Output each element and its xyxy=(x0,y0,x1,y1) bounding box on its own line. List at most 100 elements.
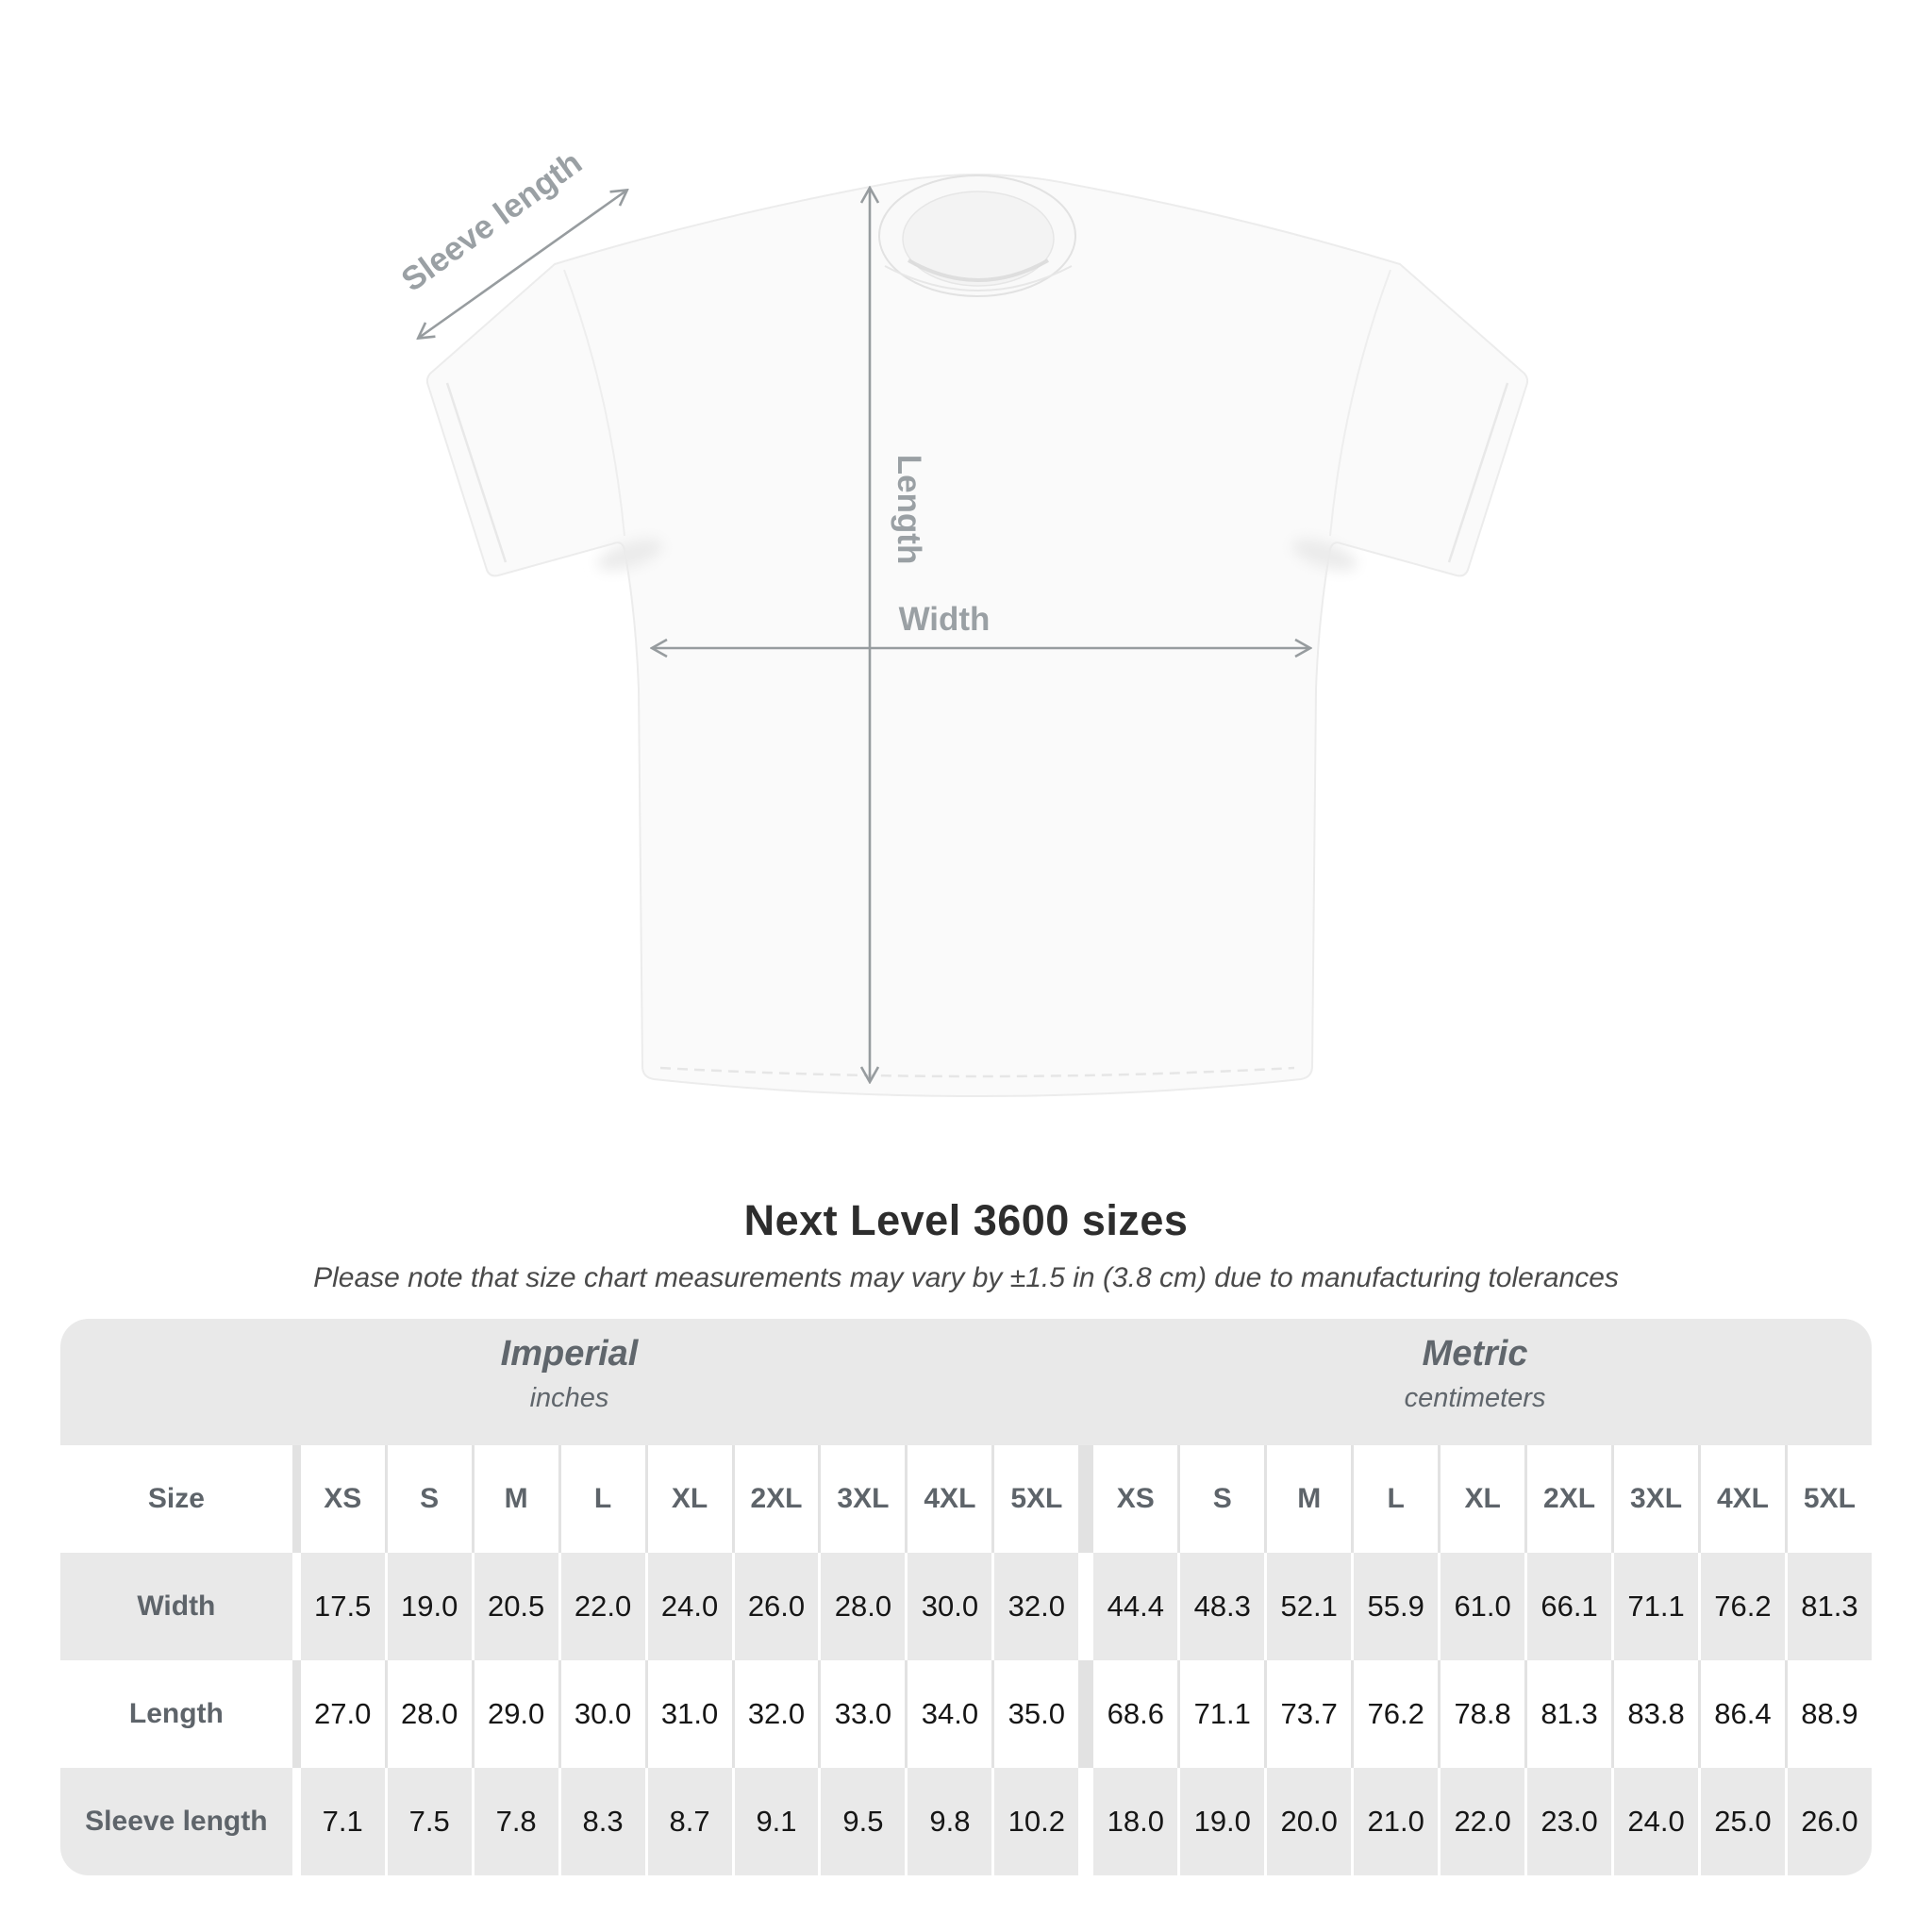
value-cell: 9.8 xyxy=(908,1768,992,1875)
width-label: Width xyxy=(899,601,991,638)
value-cell: 28.0 xyxy=(387,1660,472,1768)
value-cell: 76.2 xyxy=(1701,1553,1785,1660)
value-cell: 9.5 xyxy=(821,1768,906,1875)
metric-section-header: Metric centimeters xyxy=(1078,1319,1872,1445)
value-cell: 9.1 xyxy=(734,1768,819,1875)
value-cell: 20.5 xyxy=(474,1553,558,1660)
size-col-header: 5XL xyxy=(994,1445,1079,1553)
value-cell: 35.0 xyxy=(994,1660,1079,1768)
value-cell: 8.7 xyxy=(647,1768,732,1875)
sleeve-row-label: Sleeve length xyxy=(60,1768,292,1875)
value-cell: 24.0 xyxy=(1614,1768,1698,1875)
length-row: Length 27.0 28.0 29.0 30.0 31.0 32.0 33.… xyxy=(60,1660,1872,1768)
value-cell: 33.0 xyxy=(821,1660,906,1768)
value-cell: 19.0 xyxy=(387,1553,472,1660)
value-cell: 31.0 xyxy=(647,1660,732,1768)
metric-unit: centimeters xyxy=(1404,1383,1546,1413)
value-cell: 22.0 xyxy=(560,1553,645,1660)
value-cell: 27.0 xyxy=(300,1660,385,1768)
value-cell: 28.0 xyxy=(821,1553,906,1660)
value-cell: 48.3 xyxy=(1180,1553,1265,1660)
hem-stitch xyxy=(659,1066,1295,1078)
value-cell: 88.9 xyxy=(1787,1660,1872,1768)
size-col-header: S xyxy=(387,1445,472,1553)
right-sleeve-seam xyxy=(1329,269,1391,537)
width-row: Width 17.5 19.0 20.5 22.0 24.0 26.0 28.0… xyxy=(60,1553,1872,1660)
value-cell: 21.0 xyxy=(1354,1768,1439,1875)
tshirt-diagram: Sleeve length Length Width xyxy=(395,144,1529,1097)
size-col-header: 3XL xyxy=(1614,1445,1698,1553)
size-col-header: M xyxy=(474,1445,558,1553)
sleeve-length-arrow xyxy=(419,191,626,338)
value-cell: 81.3 xyxy=(1787,1553,1872,1660)
length-row-label: Length xyxy=(60,1660,292,1768)
value-cell: 73.7 xyxy=(1267,1660,1352,1768)
value-cell: 29.0 xyxy=(474,1660,558,1768)
size-col-header: 3XL xyxy=(821,1445,906,1553)
value-cell: 71.1 xyxy=(1614,1553,1698,1660)
value-cell: 86.4 xyxy=(1701,1660,1785,1768)
size-col-header: 2XL xyxy=(1527,1445,1612,1553)
value-cell: 10.2 xyxy=(994,1768,1079,1875)
size-col-header: XS xyxy=(300,1445,385,1553)
unit-header-band: Imperial inches Metric centimeters xyxy=(60,1319,1872,1445)
value-cell: 7.1 xyxy=(300,1768,385,1875)
value-cell: 20.0 xyxy=(1267,1768,1352,1875)
value-cell: 19.0 xyxy=(1180,1768,1265,1875)
left-cuff-stitch xyxy=(445,382,508,563)
size-row-label: Size xyxy=(60,1445,292,1553)
size-col-header: 4XL xyxy=(908,1445,992,1553)
value-cell: 30.0 xyxy=(560,1660,645,1768)
value-cell: 30.0 xyxy=(908,1553,992,1660)
size-header-row: Size XS S M L XL 2XL 3XL 4XL 5XL XS S M … xyxy=(60,1445,1872,1553)
size-col-header: XS xyxy=(1093,1445,1178,1553)
value-cell: 7.8 xyxy=(474,1768,558,1875)
sleeve-length-row: Sleeve length 7.1 7.5 7.8 8.3 8.7 9.1 9.… xyxy=(60,1768,1872,1875)
imperial-section-header: Imperial inches xyxy=(60,1319,1078,1445)
metric-label: Metric xyxy=(1422,1334,1528,1374)
size-col-header: M xyxy=(1267,1445,1352,1553)
value-cell: 26.0 xyxy=(734,1553,819,1660)
size-col-header: 2XL xyxy=(734,1445,819,1553)
value-cell: 26.0 xyxy=(1787,1768,1872,1875)
collar-inner-shadow xyxy=(908,258,1049,282)
size-table: Imperial inches Metric centimeters Size … xyxy=(60,1319,1872,1875)
value-cell: 68.6 xyxy=(1093,1660,1178,1768)
size-col-header: 5XL xyxy=(1787,1445,1872,1553)
value-cell: 17.5 xyxy=(300,1553,385,1660)
left-armpit-shadow xyxy=(597,539,663,571)
collar-opening xyxy=(902,191,1055,287)
value-cell: 32.0 xyxy=(994,1553,1079,1660)
size-col-header: S xyxy=(1180,1445,1265,1553)
value-cell: 34.0 xyxy=(908,1660,992,1768)
size-col-header: L xyxy=(1354,1445,1439,1553)
value-cell: 22.0 xyxy=(1441,1768,1525,1875)
value-cell: 44.4 xyxy=(1093,1553,1178,1660)
value-cell: 81.3 xyxy=(1527,1660,1612,1768)
value-cell: 52.1 xyxy=(1267,1553,1352,1660)
value-cell: 83.8 xyxy=(1614,1660,1698,1768)
value-cell: 18.0 xyxy=(1093,1768,1178,1875)
value-cell: 76.2 xyxy=(1354,1660,1439,1768)
size-col-header: XL xyxy=(647,1445,732,1553)
imperial-unit: inches xyxy=(529,1383,609,1413)
size-col-header: 4XL xyxy=(1701,1445,1785,1553)
value-cell: 7.5 xyxy=(387,1768,472,1875)
right-cuff-stitch xyxy=(1447,382,1509,563)
value-cell: 61.0 xyxy=(1441,1553,1525,1660)
value-cell: 23.0 xyxy=(1527,1768,1612,1875)
value-cell: 66.1 xyxy=(1527,1553,1612,1660)
imperial-label: Imperial xyxy=(500,1334,639,1374)
right-armpit-shadow xyxy=(1291,539,1357,571)
size-col-header: L xyxy=(560,1445,645,1553)
value-cell: 71.1 xyxy=(1180,1660,1265,1768)
value-cell: 55.9 xyxy=(1354,1553,1439,1660)
value-cell: 25.0 xyxy=(1701,1768,1785,1875)
page-title: Next Level 3600 sizes xyxy=(743,1196,1189,1244)
value-cell: 78.8 xyxy=(1441,1660,1525,1768)
value-cell: 24.0 xyxy=(647,1553,732,1660)
value-cell: 8.3 xyxy=(560,1768,645,1875)
value-cell: 32.0 xyxy=(734,1660,819,1768)
collar-band-shadow xyxy=(884,265,1073,291)
